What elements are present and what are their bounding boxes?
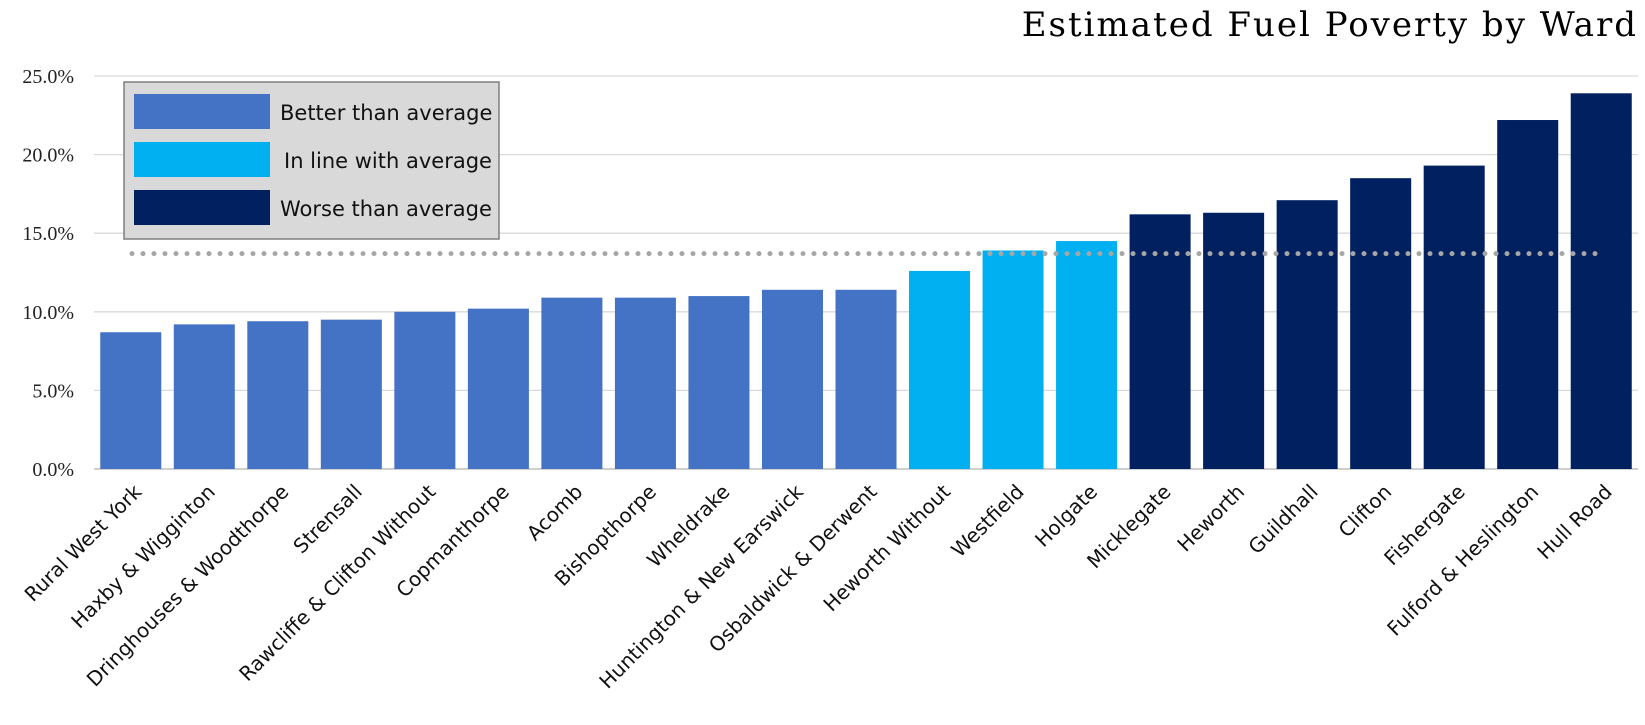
x-tick-label: Heworth Without [818,479,955,616]
bar [614,297,676,469]
chart-title: Estimated Fuel Poverty by Ward [1022,5,1638,45]
bar [688,296,750,469]
bar [1129,214,1191,469]
x-tick-label: Heworth [1172,480,1249,557]
y-tick-label: 5.0% [32,380,74,402]
x-tick-label: Strensall [288,480,367,559]
bar [467,308,529,469]
bar [1203,212,1265,469]
bar [1497,120,1559,470]
bar [100,332,162,469]
x-tick-label: Westfield [946,480,1028,562]
x-tick-label: Holgate [1030,480,1102,552]
x-tick-label: Clifton [1334,480,1397,543]
x-tick-label: Fulford & Heslington [1382,480,1543,641]
bar [1056,241,1118,469]
bar [761,289,823,469]
bar [320,319,382,469]
bar [173,324,235,469]
bar [1423,165,1485,469]
bar [394,311,456,469]
legend-swatch [134,142,270,177]
bar [835,289,897,469]
y-tick-label: 25.0% [22,66,74,88]
bar [1276,200,1338,470]
x-tick-label: Guildhall [1243,480,1322,559]
y-axis-tick-labels: 0.0% 5.0% 10.0% 15.0% 20.0% 25.0% [22,66,74,481]
legend-label: Worse than average [280,197,492,221]
y-tick-label: 20.0% [22,145,74,167]
bar [1570,93,1632,470]
legend: Better than average In line with average W… [123,81,500,240]
bar [247,321,309,469]
bar [541,297,603,469]
legend-swatch [134,94,270,129]
x-tick-label: Acomb [522,480,588,546]
legend-swatch [134,190,270,225]
legend-label: Better than average [280,101,492,125]
y-tick-label: 0.0% [32,459,74,481]
x-tick-label: Hull Road [1532,480,1616,564]
bar [982,250,1044,469]
y-tick-label: 15.0% [22,223,74,245]
x-tick-label: Haxby & Wigginton [66,480,220,634]
bar [909,270,971,469]
legend-label: In line with average [284,149,492,173]
bars [100,93,1632,470]
y-tick-label: 10.0% [22,302,74,324]
bar [1350,178,1412,469]
